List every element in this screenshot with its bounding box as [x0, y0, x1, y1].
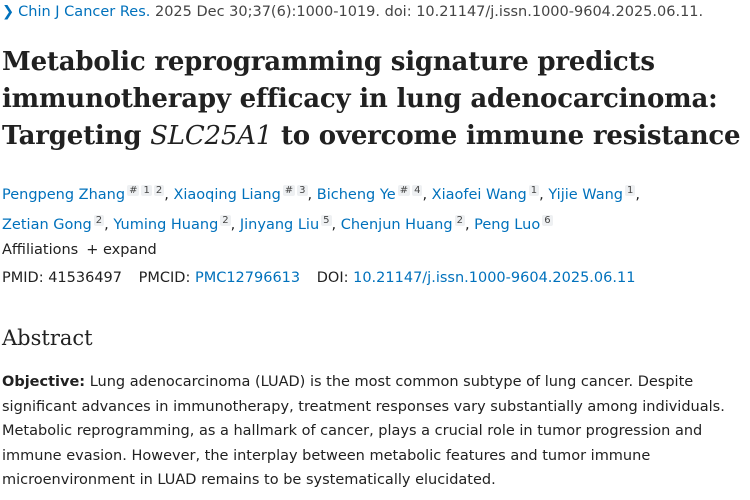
author-link[interactable]: Peng Luo — [474, 217, 541, 233]
abstract-heading: Abstract — [2, 326, 93, 350]
author-list: Pengpeng Zhang #1 2, Xiaoqing Liang #3, Bic… — [2, 185, 640, 233]
article-title: Metabolic reprogramming signature predic… — [2, 47, 741, 151]
affiliation-sup[interactable]: 1 — [528, 185, 540, 196]
article-ids: PMID: 41536497 PMCID: PMC12796613 DOI: 1… — [2, 270, 636, 286]
affiliation-sup[interactable]: # — [282, 185, 296, 196]
affiliation-sup[interactable]: 3 — [297, 185, 308, 196]
author-link[interactable]: Yijie Wang — [548, 187, 623, 203]
pmcid-link[interactable]: PMC12796613 — [194, 270, 301, 286]
affiliation-sup[interactable]: 2 — [93, 215, 105, 226]
author-link[interactable]: Chenjun Huang — [340, 217, 453, 233]
author-link[interactable]: Xiaofei Wang — [431, 187, 527, 203]
affiliation-sup[interactable]: 2 — [220, 215, 231, 226]
affiliation-sup[interactable]: 2 — [153, 185, 165, 196]
doi-link[interactable]: 10.21147/j.issn.1000-9604.2025.06.11 — [353, 270, 636, 286]
author-link[interactable]: Bicheng Ye — [316, 187, 396, 203]
pmid: 41536497 — [48, 270, 123, 286]
affiliation-sup[interactable]: 2 — [454, 215, 465, 226]
affiliation-sup[interactable]: # — [127, 185, 140, 196]
affiliations: Affiliations + expand — [2, 242, 157, 258]
abstract-objective: Objective: Lung adenocarcinoma (LUAD) is… — [2, 374, 725, 488]
affiliation-sup[interactable]: 5 — [321, 215, 332, 226]
citation-details: 2025 Dec 30;37(6):1000-1019. doi: 10.211… — [154, 4, 704, 20]
author-link[interactable]: Yuming Huang — [113, 217, 219, 233]
author-link[interactable]: Zetian Gong — [2, 217, 92, 233]
journal-link[interactable]: Chin J Cancer Res. — [18, 4, 151, 20]
author-link[interactable]: Xiaoqing Liang — [173, 187, 281, 203]
affiliation-sup[interactable]: 4 — [412, 185, 423, 196]
author-link[interactable]: Pengpeng Zhang — [2, 187, 126, 203]
chevron-right-icon[interactable]: ❯ — [2, 4, 15, 20]
affiliation-sup[interactable]: 1 — [141, 185, 152, 196]
affiliation-sup[interactable]: 1 — [625, 185, 636, 196]
expand-affiliations-button[interactable]: + expand — [86, 242, 157, 258]
affiliation-sup[interactable]: 6 — [542, 215, 553, 226]
affiliation-sup[interactable]: # — [397, 185, 411, 196]
gene-name: SLC25A1 — [150, 121, 273, 151]
affiliations-label: Affiliations — [2, 242, 79, 258]
citation: ❯ Chin J Cancer Res. 2025 Dec 30;37(6):10… — [2, 4, 703, 20]
author-link[interactable]: Jinyang Liu — [239, 217, 320, 233]
